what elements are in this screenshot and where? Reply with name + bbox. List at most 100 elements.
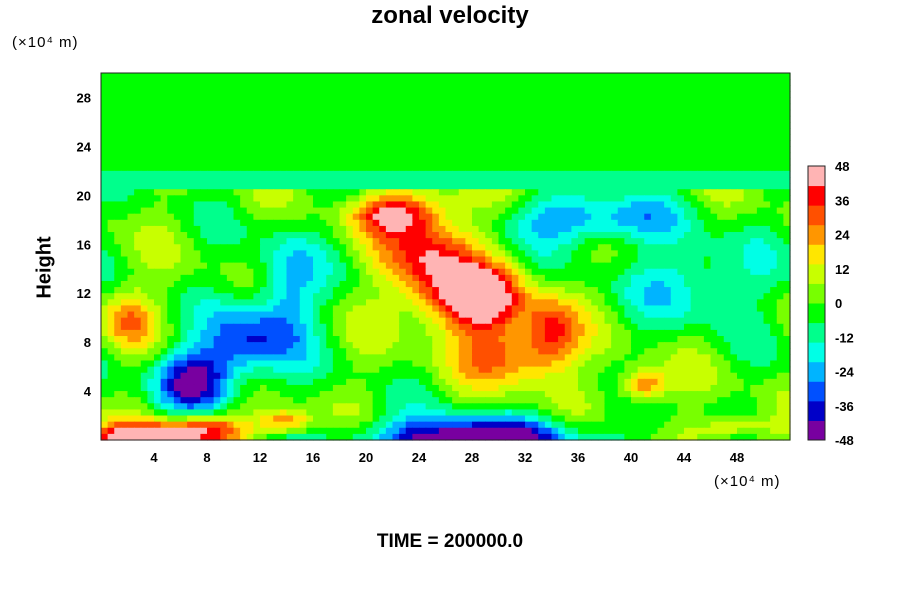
- heatmap-cell: [253, 329, 261, 337]
- heatmap-cell: [260, 250, 268, 258]
- heatmap-cell: [425, 73, 433, 80]
- heatmap-cell: [419, 287, 427, 294]
- heatmap-cell: [544, 329, 553, 337]
- heatmap-cell: [253, 225, 261, 233]
- heatmap-cell: [783, 323, 791, 331]
- heatmap-cell: [207, 146, 215, 154]
- heatmap-cell: [558, 311, 566, 319]
- heatmap-cell: [332, 262, 341, 270]
- heatmap-cell: [260, 323, 268, 331]
- heatmap-cell: [140, 287, 148, 294]
- heatmap-cell: [279, 176, 288, 184]
- heatmap-cell: [372, 238, 380, 245]
- heatmap-cell: [505, 146, 513, 154]
- heatmap-cell: [458, 103, 466, 111]
- heatmap-cell: [531, 97, 539, 105]
- heatmap-cell: [485, 311, 493, 319]
- heatmap-cell: [405, 158, 413, 166]
- heatmap-cell: [498, 183, 506, 190]
- heatmap-cell: [120, 329, 129, 337]
- heatmap-cell: [770, 336, 778, 343]
- heatmap-cell: [240, 103, 248, 111]
- heatmap-cell: [266, 317, 274, 325]
- heatmap-cell: [233, 115, 241, 123]
- heatmap-cell: [266, 73, 274, 80]
- heatmap-cell: [372, 121, 380, 129]
- heatmap-cell: [432, 115, 440, 123]
- heatmap-cell: [114, 73, 122, 80]
- heatmap-cell: [737, 250, 745, 258]
- heatmap-cell: [472, 134, 480, 141]
- heatmap-cell: [564, 158, 572, 166]
- heatmap-cell: [723, 128, 731, 135]
- heatmap-cell: [525, 73, 533, 80]
- heatmap-cell: [452, 238, 460, 245]
- heatmap-cell: [657, 121, 665, 129]
- heatmap-cell: [644, 176, 652, 184]
- heatmap-cell: [690, 342, 698, 349]
- heatmap-cell: [710, 213, 718, 221]
- heatmap-cell: [637, 152, 645, 160]
- heatmap-cell: [147, 311, 155, 319]
- heatmap-cell: [399, 244, 407, 251]
- heatmap-cell: [359, 128, 367, 135]
- heatmap-cell: [313, 262, 321, 270]
- heatmap-cell: [445, 219, 453, 227]
- heatmap-cell: [750, 250, 758, 258]
- heatmap-cell: [273, 305, 281, 313]
- heatmap-cell: [750, 134, 758, 141]
- heatmap-cell: [306, 232, 314, 239]
- heatmap-cell: [624, 152, 632, 160]
- heatmap-cell: [127, 152, 135, 160]
- heatmap-cell: [405, 134, 413, 141]
- heatmap-cell: [246, 299, 254, 307]
- heatmap-cell: [101, 183, 109, 190]
- heatmap-cell: [180, 115, 188, 123]
- heatmap-cell: [650, 348, 659, 355]
- heatmap-cell: [551, 256, 559, 264]
- heatmap-cell: [737, 91, 745, 99]
- heatmap-cell: [538, 140, 546, 147]
- heatmap-cell: [617, 207, 625, 215]
- heatmap-cell: [677, 170, 685, 178]
- heatmap-cell: [432, 219, 440, 227]
- heatmap-cell: [279, 189, 288, 196]
- heatmap-cell: [226, 140, 235, 147]
- heatmap-cell: [584, 213, 592, 221]
- heatmap-cell: [167, 195, 175, 203]
- heatmap-cell: [260, 225, 268, 233]
- heatmap-cell: [120, 336, 129, 343]
- heatmap-cell: [571, 219, 579, 227]
- heatmap-cell: [571, 244, 579, 251]
- heatmap-cell: [127, 164, 135, 172]
- heatmap-cell: [776, 250, 784, 258]
- heatmap-cell: [346, 201, 354, 209]
- heatmap-cell: [604, 115, 612, 123]
- heatmap-cell: [478, 225, 486, 233]
- heatmap-cell: [525, 176, 533, 184]
- heatmap-cell: [776, 140, 784, 147]
- heatmap-cell: [597, 73, 606, 80]
- heatmap-cell: [207, 336, 215, 343]
- heatmap-cell: [717, 164, 725, 172]
- heatmap-cell: [737, 176, 745, 184]
- heatmap-cell: [617, 311, 625, 319]
- heatmap-cell: [631, 121, 639, 129]
- heatmap-cell: [299, 348, 307, 355]
- heatmap-cell: [644, 244, 652, 251]
- heatmap-cell: [425, 299, 433, 307]
- heatmap-cell: [776, 164, 784, 172]
- heatmap-cell: [120, 342, 129, 349]
- heatmap-cell: [617, 293, 625, 300]
- heatmap-cell: [578, 336, 586, 343]
- heatmap-cell: [107, 348, 115, 355]
- heatmap-cell: [617, 79, 625, 86]
- heatmap-cell: [525, 134, 533, 141]
- heatmap-cell: [286, 164, 294, 172]
- heatmap-cell: [359, 244, 367, 251]
- heatmap-cell: [226, 103, 235, 111]
- heatmap-cell: [438, 274, 447, 282]
- heatmap-cell: [359, 183, 367, 190]
- heatmap-cell: [154, 268, 162, 276]
- heatmap-cell: [200, 140, 208, 147]
